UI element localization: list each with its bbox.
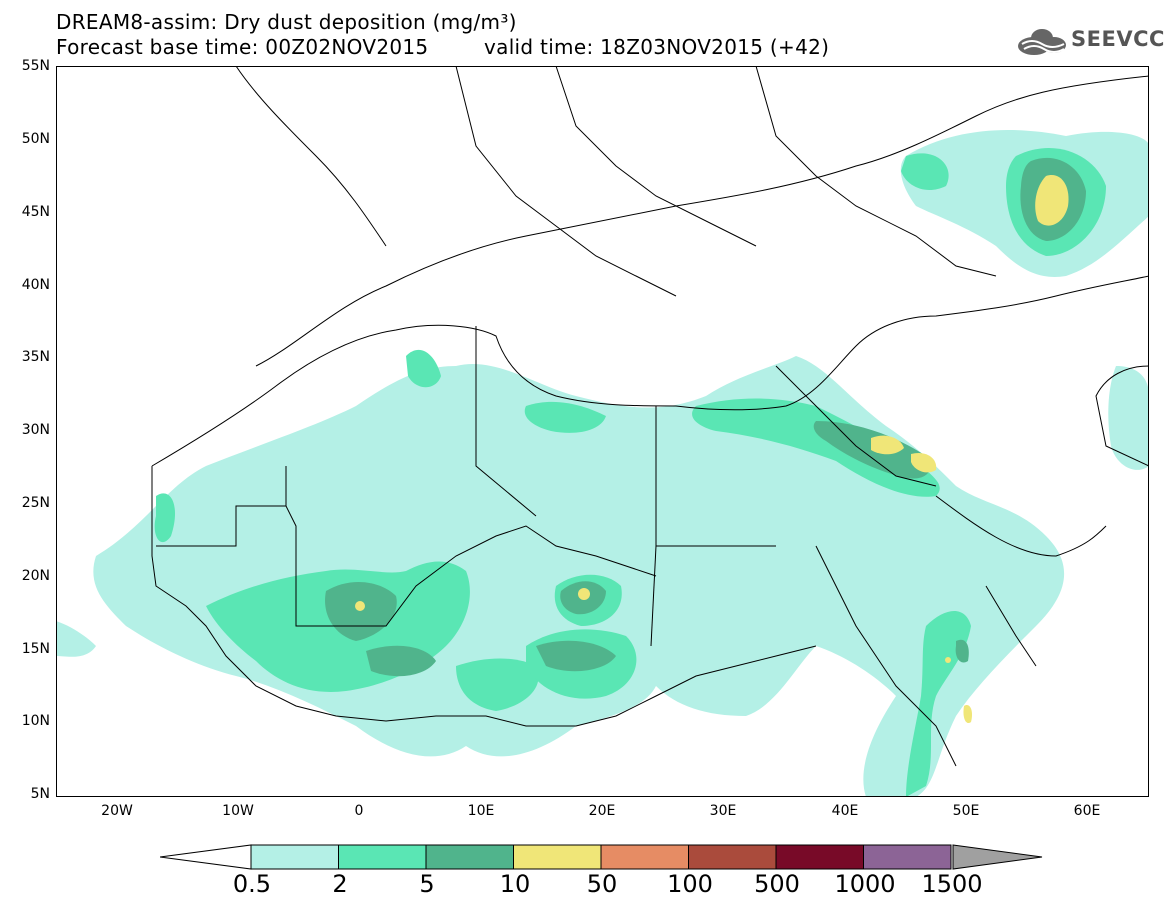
- lat-label: 35N: [21, 349, 50, 365]
- lat-label: 20N: [21, 568, 50, 584]
- colorbar-label: 1000: [834, 870, 896, 898]
- country-borders: [151, 66, 1149, 767]
- lon-label: 40E: [831, 803, 859, 819]
- lon-label: 10W: [222, 803, 254, 819]
- valid-time: valid time: 18Z03NOV2015 (+42): [484, 35, 830, 59]
- colorbar-high-triangle: [952, 844, 1043, 870]
- colorbar-swatch: [513, 844, 602, 870]
- colorbar-label: 2: [332, 870, 348, 898]
- deposition-field: [56, 130, 1149, 797]
- colorbar-swatch: [600, 844, 689, 870]
- colorbar-swatch: [775, 844, 864, 870]
- colorbar-swatch: [250, 844, 339, 870]
- lat-label: 25N: [21, 495, 50, 511]
- colorbar-label: 50: [586, 870, 618, 898]
- colorbar-label: 5: [419, 870, 435, 898]
- cloud-icon: [1018, 29, 1066, 55]
- lon-label: 10E: [467, 803, 495, 819]
- lat-label: 5N: [30, 786, 50, 802]
- lat-label: 40N: [21, 277, 50, 293]
- lat-label: 15N: [21, 641, 50, 657]
- forecast-base-time: Forecast base time: 00Z02NOV2015: [56, 35, 429, 59]
- colorbar-low-triangle: [160, 844, 252, 870]
- lat-label: 50N: [21, 131, 50, 147]
- lon-label: 60E: [1073, 803, 1101, 819]
- lat-label: 55N: [21, 58, 50, 74]
- colorbar-label: 500: [754, 870, 800, 898]
- logo-text: SEEVCCC: [1071, 27, 1165, 51]
- colorbar-swatch: [863, 844, 952, 870]
- lon-label: 20W: [101, 803, 133, 819]
- colorbar: [160, 844, 1043, 870]
- lon-label: 50E: [952, 803, 980, 819]
- map-frame: [56, 66, 1149, 797]
- dust-deposition-map: [56, 66, 1149, 797]
- lat-label: 45N: [21, 204, 50, 220]
- colorbar-label: 10: [499, 870, 531, 898]
- colorbar-swatch: [688, 844, 777, 870]
- chart-title: DREAM8-assim: Dry dust deposition (mg/m³…: [56, 10, 517, 34]
- colorbar-swatch: [425, 844, 514, 870]
- lat-label: 10N: [21, 713, 50, 729]
- lon-label: 30E: [709, 803, 737, 819]
- colorbar-label: 0.5: [232, 870, 272, 898]
- colorbar-label: 1500: [921, 870, 983, 898]
- lon-label: 0: [354, 803, 364, 819]
- lon-label: 20E: [588, 803, 616, 819]
- lat-label: 30N: [21, 422, 50, 438]
- colorbar-label: 100: [667, 870, 713, 898]
- colorbar-swatch: [338, 844, 427, 870]
